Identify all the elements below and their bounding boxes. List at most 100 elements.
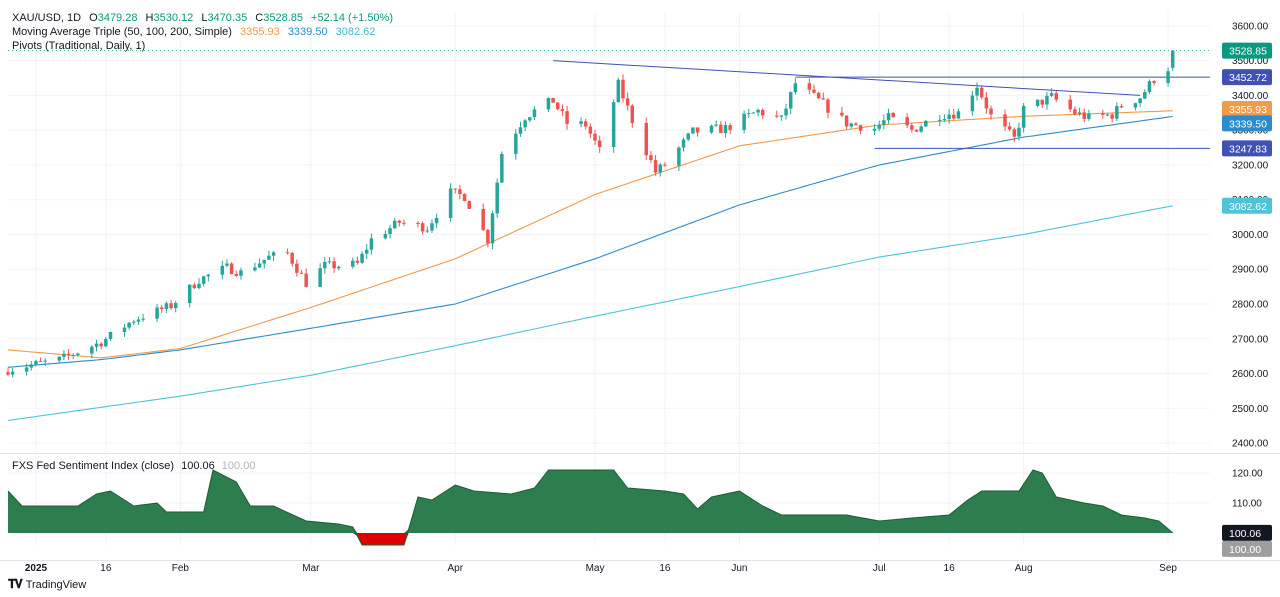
candle-up bbox=[24, 367, 29, 372]
candle-up bbox=[220, 265, 225, 275]
candle-up bbox=[924, 120, 928, 127]
candle-down bbox=[663, 164, 667, 166]
sentiment-value: 100.06 bbox=[181, 460, 215, 472]
price-tick-label: 2500.00 bbox=[1232, 404, 1269, 415]
candle-down bbox=[630, 105, 635, 123]
candle-up bbox=[942, 119, 947, 121]
candle-up bbox=[793, 83, 798, 93]
candle-up bbox=[1049, 93, 1054, 96]
candlesticks bbox=[6, 50, 1175, 378]
candle-down bbox=[290, 252, 294, 264]
price-labels: 3528.85 3452.72 3355.93 3339.50 3247.83 3082.… bbox=[1222, 42, 1272, 557]
candle-up bbox=[267, 255, 271, 260]
candle-up bbox=[518, 127, 523, 134]
pivots-legend[interactable]: Pivots (Traditional, Daily, 1) bbox=[12, 40, 150, 53]
candle-up bbox=[616, 79, 621, 103]
candle-down bbox=[420, 223, 425, 232]
candle-up bbox=[383, 234, 388, 239]
candle-up bbox=[253, 267, 257, 271]
pivots-title: Pivots (Traditional, Daily, 1) bbox=[12, 40, 146, 52]
candle-down bbox=[1082, 112, 1086, 119]
time-tick-label: Jun bbox=[731, 563, 747, 574]
sentiment-tick-label: 110.00 bbox=[1232, 499, 1262, 510]
moving-averages bbox=[7, 110, 1173, 422]
candle-up bbox=[1021, 105, 1026, 128]
symbol-legend[interactable]: XAU/USD, 1D O3479.28 H3530.12 L3470.35 C… bbox=[12, 12, 398, 25]
sentiment-legend[interactable]: FXS Fed Sentiment Index (close) 100.06 1… bbox=[12, 460, 255, 472]
candle-down bbox=[285, 252, 290, 254]
ma-line-sma50 bbox=[7, 110, 1173, 359]
candle-up bbox=[1017, 127, 1021, 137]
price-tick-label: 2800.00 bbox=[1232, 300, 1269, 311]
candle-up bbox=[849, 123, 854, 127]
candle-down bbox=[402, 222, 406, 224]
candle-up bbox=[155, 307, 159, 319]
candle-down bbox=[458, 189, 462, 195]
candle-up bbox=[136, 319, 141, 322]
price-tick-label: 2900.00 bbox=[1232, 265, 1269, 276]
candle-up bbox=[747, 113, 751, 115]
candle-down bbox=[858, 125, 863, 131]
candle-up bbox=[784, 108, 788, 116]
candle-down bbox=[812, 89, 816, 93]
candle-down bbox=[1003, 114, 1007, 127]
tradingview-brand[interactable]: 𝐓𝐕 TradingView bbox=[8, 577, 86, 592]
time-axis[interactable]: 2025 16 Feb Mar Apr May 16 Jun Jul 16 Aug Sep bbox=[25, 563, 1178, 574]
candle-up bbox=[76, 353, 80, 356]
candle-down bbox=[644, 122, 649, 156]
candle-up bbox=[1115, 106, 1119, 119]
candle-down bbox=[583, 121, 588, 127]
candle-down bbox=[234, 274, 239, 276]
candle-down bbox=[989, 108, 993, 115]
candle-up bbox=[257, 263, 262, 268]
ohlc-open: O3479.28 bbox=[89, 12, 138, 24]
candle-down bbox=[467, 200, 471, 209]
candle-down bbox=[481, 208, 485, 230]
candle-up bbox=[877, 124, 881, 129]
candle-up bbox=[677, 147, 681, 166]
ma200-value: 3082.62 bbox=[335, 26, 376, 38]
candle-down bbox=[826, 99, 830, 113]
candle-down bbox=[1012, 129, 1017, 137]
candle-up bbox=[62, 353, 66, 357]
candle-down bbox=[453, 188, 458, 190]
candle-down bbox=[1068, 99, 1072, 110]
candle-up bbox=[886, 113, 891, 121]
candle-up bbox=[779, 115, 784, 117]
sentiment-value-label: 100.06 bbox=[1229, 528, 1261, 540]
time-tick-label: 16 bbox=[944, 563, 956, 574]
candle-up bbox=[94, 343, 99, 347]
candle-up bbox=[239, 270, 243, 276]
price-tick-label: 2400.00 bbox=[1232, 439, 1269, 450]
candle-down bbox=[625, 98, 630, 106]
candle-up bbox=[751, 112, 756, 114]
candle-down bbox=[38, 361, 43, 363]
price-tick-label: 3200.00 bbox=[1232, 160, 1269, 171]
candle-up bbox=[262, 259, 266, 264]
price-axis[interactable]: 2400.00 2500.00 2600.00 2700.00 2800.00 2900.… bbox=[1232, 21, 1269, 509]
candle-up bbox=[658, 164, 662, 173]
descending-trendline bbox=[553, 60, 1141, 96]
candle-down bbox=[229, 263, 234, 275]
candle-up bbox=[90, 346, 94, 354]
candle-up bbox=[742, 113, 746, 130]
ma-legend[interactable]: Moving Average Triple (50, 100, 200, Sim… bbox=[12, 26, 380, 39]
candle-up bbox=[1166, 71, 1170, 83]
last-price-label: 3528.85 bbox=[1229, 46, 1267, 58]
candle-up bbox=[337, 266, 341, 269]
candle-down bbox=[551, 97, 555, 103]
ma-line-sma100 bbox=[7, 115, 1173, 368]
sentiment-area-positive bbox=[8, 470, 1173, 533]
candle-up bbox=[132, 321, 136, 323]
time-tick-label: Apr bbox=[447, 563, 463, 574]
candle-down bbox=[719, 124, 723, 134]
candle-up bbox=[490, 213, 495, 244]
candle-up bbox=[430, 223, 434, 231]
candle-up bbox=[1077, 112, 1082, 115]
candle-down bbox=[593, 133, 597, 141]
candle-up bbox=[756, 109, 760, 113]
candle-up bbox=[323, 262, 327, 269]
candle-up bbox=[43, 360, 48, 362]
candle-up bbox=[514, 133, 518, 154]
